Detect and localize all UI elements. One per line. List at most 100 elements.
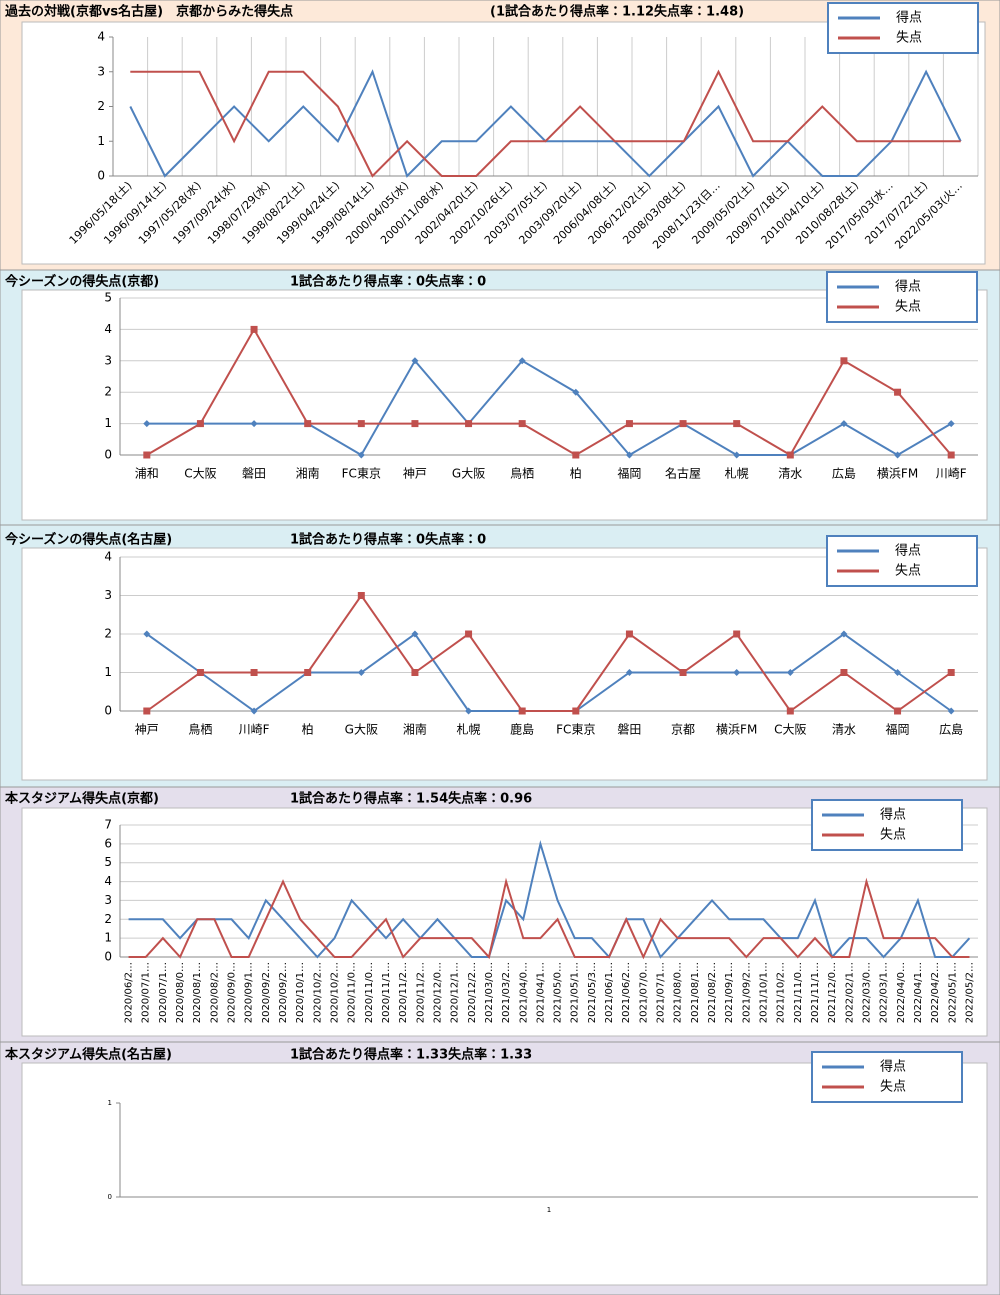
- marker: [894, 669, 902, 676]
- marker: [411, 357, 419, 365]
- x-tick-label: 2022/03/0…: [861, 962, 872, 1023]
- x-tick-label: FC東京: [556, 723, 595, 737]
- x-tick-label: 鳥栖: [510, 466, 534, 481]
- marker: [196, 669, 204, 676]
- chart-area: [21, 289, 988, 521]
- y-tick-label: 1: [104, 416, 112, 430]
- x-tick-label: 2020/09/1…: [244, 962, 255, 1023]
- chart-title: 本スタジアム得失点(京都): [4, 791, 159, 807]
- marker: [679, 420, 687, 428]
- chart-subtitle: 1試合あたり得点率：0失点率：0: [290, 532, 486, 548]
- marker: [465, 630, 473, 638]
- x-tick-label: 2021/08/1…: [690, 962, 701, 1023]
- y-tick-label: 2: [97, 99, 105, 113]
- x-tick-label: C大阪: [184, 467, 216, 481]
- marker: [357, 592, 365, 599]
- x-tick-label: 柏: [302, 722, 314, 737]
- y-tick-label: 2: [104, 627, 112, 641]
- x-tick-label: 鳥栖: [188, 722, 212, 737]
- x-tick-label: 2020/09/2…: [278, 962, 289, 1023]
- chart-subtitle: 1試合あたり得点率：0失点率：0: [290, 274, 486, 290]
- marker: [143, 420, 151, 428]
- marker: [625, 669, 633, 676]
- marker: [679, 669, 687, 676]
- chart-title: 過去の対戦(京都vs名古屋) 京都からみた得失点: [5, 4, 293, 20]
- x-tick-label: 2021/06/2…: [621, 962, 632, 1023]
- marker: [625, 420, 633, 428]
- marker: [250, 707, 258, 715]
- marker: [894, 707, 902, 715]
- x-tick-label: 2021/10/2…: [776, 962, 787, 1023]
- legend-label: 失点: [895, 564, 921, 579]
- series-line: [146, 359, 952, 457]
- x-tick-label: 2021/10/1…: [759, 962, 770, 1023]
- y-tick-label: 1: [104, 665, 112, 679]
- marker: [304, 420, 312, 428]
- y-tick-label: 4: [104, 322, 112, 336]
- x-tick-label: 2021/03/2…: [501, 962, 512, 1023]
- x-tick-label: 鹿島: [510, 722, 534, 737]
- y-tick-label: 6: [104, 836, 112, 850]
- x-tick-label: 2020/06/2…: [124, 962, 135, 1023]
- legend-label: 得点: [896, 10, 922, 26]
- x-tick-label: 京都: [671, 723, 695, 737]
- marker: [840, 420, 848, 428]
- series-line: [146, 327, 952, 457]
- y-tick-label: 5: [104, 855, 112, 869]
- x-tick-label: 2021/09/1…: [724, 962, 735, 1023]
- x-tick-label: 2022/04/2…: [930, 962, 941, 1023]
- x-tick-label: 2020/11/2…: [398, 962, 409, 1023]
- chart-subtitle: 1試合あたり得点率：1.33失点率：1.33: [290, 1047, 532, 1063]
- chart-subtitle: (1試合あたり得点率：1.12失点率：1.48): [490, 4, 744, 20]
- x-tick-label: 磐田: [617, 723, 641, 737]
- legend-label: 失点: [895, 300, 921, 315]
- marker: [143, 451, 151, 459]
- x-tick-label: C大阪: [774, 723, 806, 737]
- x-tick-label: 2021/05/0…: [553, 962, 564, 1023]
- marker: [143, 630, 151, 638]
- marker: [947, 451, 955, 459]
- chart-title: 今シーズンの得失点(京都): [5, 274, 159, 290]
- x-tick-label: 磐田: [242, 467, 266, 481]
- x-tick-label: 2022/02/1…: [844, 962, 855, 1023]
- x-tick-label: 神戸: [135, 722, 159, 737]
- x-tick-label: 広島: [832, 466, 856, 481]
- y-tick-label: 4: [97, 30, 105, 44]
- x-tick-label: 札幌: [725, 466, 749, 481]
- x-tick-label: 2020/12/1…: [450, 962, 461, 1023]
- y-tick-label: 1: [104, 931, 112, 945]
- x-tick-label: 柏: [570, 466, 582, 481]
- x-tick-label: 広島: [939, 722, 963, 737]
- x-tick-label: G大阪: [452, 467, 485, 481]
- marker: [304, 669, 312, 676]
- marker: [518, 357, 526, 365]
- legend-box: [811, 1051, 963, 1103]
- y-tick-label: 3: [104, 588, 112, 602]
- y-tick-label: 1: [108, 1099, 112, 1107]
- marker: [572, 707, 580, 715]
- marker: [465, 707, 473, 715]
- marker: [518, 420, 526, 428]
- marker: [411, 669, 419, 676]
- chart-subtitle: 1試合あたり得点率：1.54失点率：0.96: [290, 791, 532, 807]
- marker: [733, 420, 741, 428]
- legend-label: 得点: [880, 1059, 906, 1075]
- marker: [572, 451, 580, 459]
- marker: [357, 669, 365, 676]
- x-tick-label: 2022/05/1…: [947, 962, 958, 1023]
- x-tick-label: 2020/11/0…: [364, 962, 375, 1023]
- marker: [840, 669, 848, 676]
- x-tick-label: 神戸: [403, 466, 427, 481]
- x-tick-label: FC東京: [342, 467, 381, 481]
- chart-title: 本スタジアム得失点(名古屋): [4, 1047, 172, 1063]
- series-line: [128, 877, 970, 960]
- x-tick-label: 2020/08/0…: [175, 962, 186, 1023]
- x-tick-label: 2020/09/0…: [227, 962, 238, 1023]
- x-tick-label: 2020/11/1…: [381, 962, 392, 1023]
- marker: [250, 325, 258, 333]
- marker: [947, 707, 955, 715]
- marker: [786, 669, 794, 676]
- marker: [465, 420, 473, 428]
- y-tick-label: 4: [104, 550, 112, 564]
- x-tick-label: 浦和: [135, 467, 159, 481]
